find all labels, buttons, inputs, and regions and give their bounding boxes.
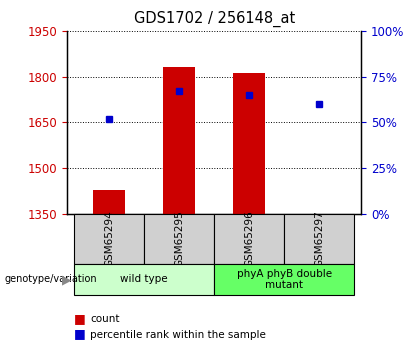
Bar: [94, 189, 125, 214]
Bar: [74, 214, 144, 264]
Bar: [234, 73, 265, 214]
Bar: [74, 264, 214, 295]
Text: ■: ■: [74, 312, 85, 325]
Title: GDS1702 / 256148_at: GDS1702 / 256148_at: [134, 11, 295, 27]
Text: wild type: wild type: [121, 275, 168, 284]
Text: phyA phyB double
mutant: phyA phyB double mutant: [236, 269, 332, 290]
Bar: [214, 214, 284, 264]
Text: GSM65297: GSM65297: [314, 210, 324, 267]
Text: ▶: ▶: [62, 273, 72, 286]
Text: ■: ■: [74, 327, 85, 341]
Bar: [214, 264, 354, 295]
Bar: [144, 214, 214, 264]
Text: genotype/variation: genotype/variation: [4, 275, 97, 284]
Bar: [163, 67, 195, 214]
Text: percentile rank within the sample: percentile rank within the sample: [90, 330, 266, 340]
Bar: [284, 214, 354, 264]
Text: GSM65296: GSM65296: [244, 210, 254, 267]
Text: GSM65295: GSM65295: [174, 210, 184, 267]
Text: GSM65294: GSM65294: [104, 210, 114, 267]
Text: count: count: [90, 314, 120, 324]
